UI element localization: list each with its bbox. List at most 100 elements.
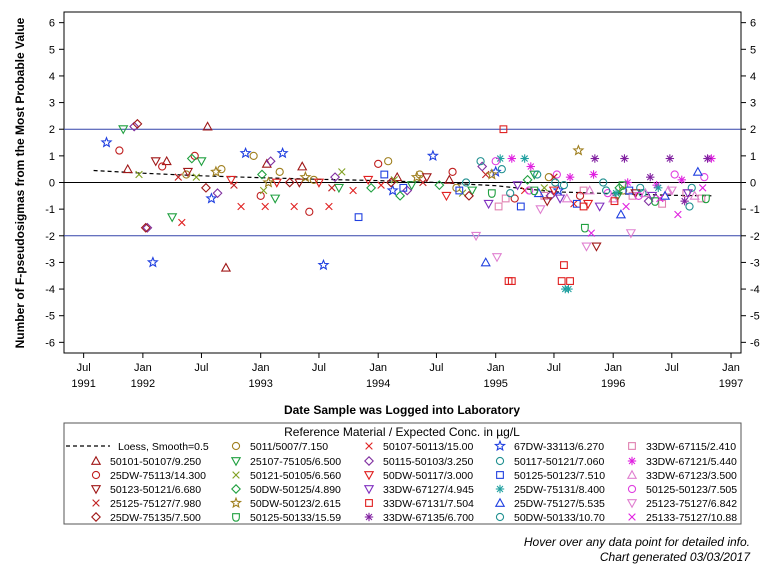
data-point[interactable] [297,161,308,171]
data-point[interactable] [542,197,553,207]
data-point[interactable] [491,253,503,263]
data-point[interactable] [259,186,268,195]
data-point[interactable] [559,181,569,190]
data-point[interactable] [406,181,417,191]
data-point[interactable] [581,242,592,252]
data-point[interactable] [271,178,282,188]
data-point[interactable] [507,277,516,285]
data-point[interactable] [561,193,572,203]
data-point[interactable] [702,194,710,204]
data-point[interactable] [480,257,491,267]
data-point[interactable] [520,154,529,163]
data-point[interactable] [630,189,641,199]
data-point[interactable] [239,146,252,159]
data-point[interactable] [377,181,385,189]
data-point[interactable] [587,229,596,237]
data-point[interactable] [115,146,124,155]
data-point[interactable] [533,170,542,179]
data-point[interactable] [566,277,574,285]
data-point[interactable] [140,222,151,233]
data-point[interactable] [544,173,553,182]
data-point[interactable] [384,157,393,166]
data-point[interactable] [682,189,694,199]
data-point[interactable] [421,173,432,183]
data-point[interactable] [129,121,140,132]
data-point[interactable] [261,202,269,211]
data-point[interactable] [540,184,549,192]
data-point[interactable] [692,166,703,176]
data-point[interactable] [680,196,689,206]
data-point[interactable] [594,202,605,212]
data-point[interactable] [354,213,363,222]
data-point[interactable] [499,125,508,134]
data-point[interactable] [309,175,318,184]
data-point[interactable] [174,173,183,181]
data-point[interactable] [666,186,677,196]
data-point[interactable] [363,175,374,186]
data-point[interactable] [313,178,325,188]
data-point[interactable] [328,184,336,192]
data-point[interactable] [374,159,383,168]
data-point[interactable] [330,172,341,183]
data-point[interactable] [700,173,709,182]
data-point[interactable] [167,213,178,223]
data-point[interactable] [557,277,566,285]
data-point[interactable] [217,165,226,174]
data-point[interactable] [142,222,153,233]
data-point[interactable] [265,156,276,167]
data-point[interactable] [262,176,275,188]
data-point[interactable] [636,183,645,192]
data-point[interactable] [584,185,595,195]
data-point[interactable] [589,170,598,179]
data-point[interactable] [483,199,494,210]
data-point[interactable] [390,176,399,184]
data-point[interactable] [434,180,445,191]
data-point[interactable] [294,178,305,188]
data-point[interactable] [230,181,238,189]
data-point[interactable] [158,162,167,171]
data-point[interactable] [249,151,258,160]
data-point[interactable] [275,167,284,176]
data-point[interactable] [623,178,632,187]
data-point[interactable] [410,170,423,183]
data-point[interactable] [225,175,237,186]
data-point[interactable] [256,191,265,200]
data-point[interactable] [663,185,674,195]
data-point[interactable] [276,146,289,159]
data-point[interactable] [200,182,211,193]
data-point[interactable] [192,173,201,181]
data-point[interactable] [100,136,113,148]
data-point[interactable] [654,183,663,193]
data-point[interactable] [552,170,561,179]
data-point[interactable] [186,153,197,164]
data-point[interactable] [647,191,658,202]
data-point[interactable] [485,168,498,180]
data-point[interactable] [685,202,694,211]
data-point[interactable] [601,186,611,195]
data-point[interactable] [325,202,333,211]
data-point[interactable] [150,157,161,167]
data-point[interactable] [646,172,655,182]
data-point[interactable] [497,165,506,174]
data-point[interactable] [625,229,637,239]
data-point[interactable] [419,178,427,187]
data-point[interactable] [698,184,707,192]
data-point[interactable] [290,202,298,211]
data-point[interactable] [333,183,345,194]
data-point[interactable] [481,170,490,179]
data-point[interactable] [512,181,523,191]
data-point[interactable] [257,169,267,180]
data-point[interactable] [196,157,207,167]
data-point[interactable] [615,209,627,219]
data-point[interactable] [441,191,452,202]
data-point[interactable] [299,170,312,183]
data-point[interactable] [551,178,560,187]
data-point[interactable] [386,177,397,188]
data-point[interactable] [161,155,172,166]
data-point[interactable] [618,181,627,190]
data-point[interactable] [510,194,519,203]
data-point[interactable] [501,194,510,203]
data-point[interactable] [634,191,643,200]
data-point[interactable] [487,189,496,198]
data-point[interactable] [220,262,232,272]
